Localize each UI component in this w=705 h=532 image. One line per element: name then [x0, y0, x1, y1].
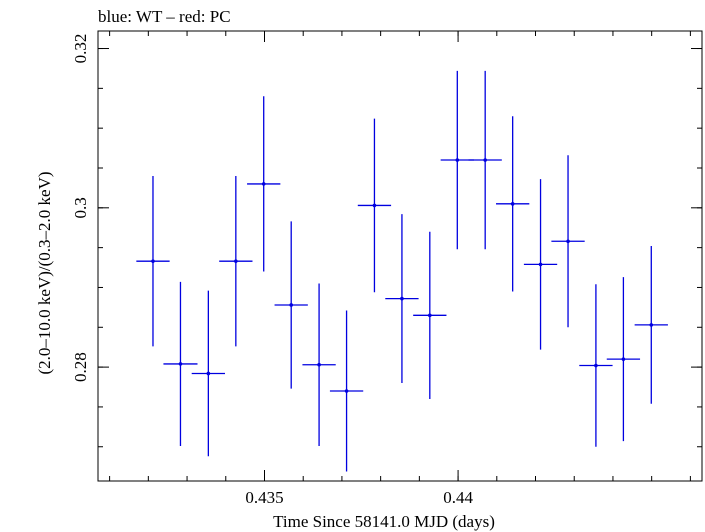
data-point	[163, 281, 198, 446]
point-marker	[151, 259, 155, 263]
x-tick-label: 0.435	[245, 488, 283, 507]
data-point	[496, 116, 530, 292]
data-point	[385, 214, 419, 384]
point-marker	[538, 262, 543, 267]
data-point	[440, 70, 474, 250]
point-marker	[261, 182, 266, 186]
point-marker	[594, 363, 598, 368]
x-axis-label: Time Since 58141.0 MJD (days)	[273, 512, 495, 531]
data-point	[136, 175, 170, 347]
point-marker	[510, 202, 515, 206]
data-point	[247, 96, 281, 272]
data-point	[579, 284, 613, 447]
y-tick-label: 0.32	[71, 34, 90, 64]
point-marker	[289, 303, 294, 307]
data-point	[329, 310, 364, 472]
data-point	[274, 221, 308, 389]
chart-title: blue: WT – red: PC	[98, 7, 231, 26]
point-marker	[621, 357, 626, 361]
data-point	[219, 175, 253, 347]
point-marker	[344, 389, 349, 393]
point-marker	[649, 323, 654, 327]
data-point	[606, 277, 641, 442]
data-point	[634, 246, 668, 404]
y-axis-label: (2.0–10.0 keV)/(0.3–2.0 keV)	[35, 171, 54, 374]
point-marker	[206, 371, 211, 376]
plot-frame	[97, 30, 703, 482]
data-point	[357, 118, 392, 293]
point-marker	[483, 158, 487, 162]
x-tick-label: 0.44	[443, 488, 473, 507]
data-point	[551, 155, 585, 328]
point-marker	[566, 239, 570, 244]
y-tick-label: 0.28	[71, 352, 90, 382]
point-marker	[428, 313, 432, 318]
y-tick-label: 0.3	[71, 197, 90, 218]
data-point	[413, 231, 447, 399]
point-marker	[178, 362, 183, 366]
point-marker	[400, 296, 404, 301]
point-marker	[455, 158, 460, 162]
point-marker	[234, 259, 238, 263]
data-point	[523, 179, 558, 350]
data-marks	[136, 70, 668, 472]
data-point	[302, 283, 336, 446]
data-point	[191, 290, 225, 457]
data-point	[468, 70, 502, 250]
point-marker	[317, 362, 321, 367]
axis-ticks: 0.435 0.44 0.28 0.3 0.32	[71, 31, 702, 507]
point-marker	[372, 203, 377, 208]
